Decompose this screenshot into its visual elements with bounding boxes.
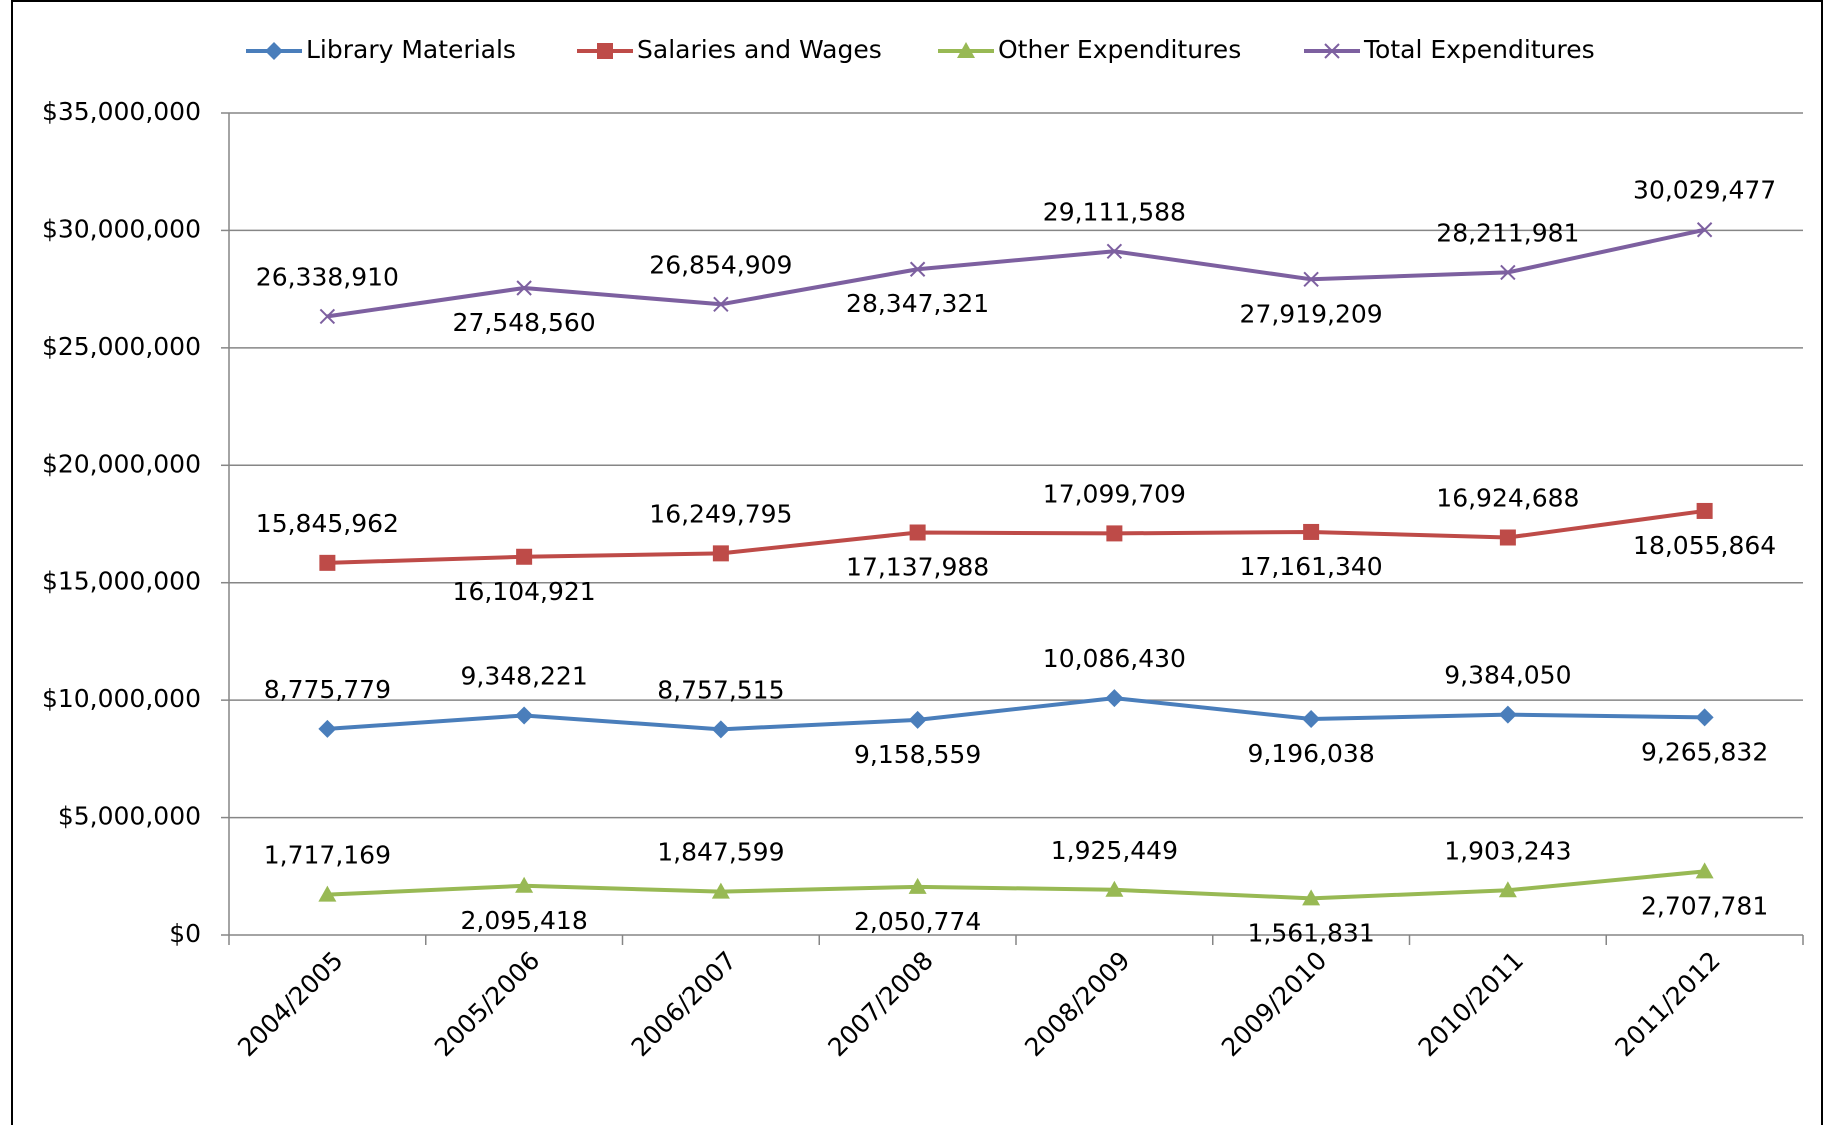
x-tick-label: 2007/2008 [822, 946, 938, 1062]
marker [909, 261, 926, 277]
data-label: 27,548,560 [453, 308, 596, 337]
data-label: 9,384,050 [1444, 661, 1571, 690]
data-label: 26,338,910 [256, 262, 399, 291]
data-label: 9,348,221 [461, 661, 588, 690]
data-label: 9,265,832 [1641, 737, 1768, 766]
data-label: 17,137,988 [846, 553, 989, 582]
marker [515, 876, 534, 893]
marker [1303, 271, 1319, 288]
data-label: 15,845,962 [256, 509, 399, 538]
marker [1696, 222, 1713, 238]
marker [319, 554, 336, 571]
marker [1500, 264, 1516, 281]
marker [1696, 502, 1713, 519]
y-tick-label: $30,000,000 [42, 214, 201, 243]
series-line [327, 696, 1705, 732]
data-label: 16,249,795 [649, 499, 792, 528]
data-label: 1,903,243 [1444, 836, 1571, 865]
marker [711, 720, 730, 739]
marker [1695, 862, 1714, 879]
chart-frame [11, 0, 1823, 1129]
data-label: 1,561,831 [1248, 918, 1375, 947]
data-label: 8,775,779 [264, 675, 391, 704]
x-tick-label: 2008/2009 [1019, 946, 1135, 1062]
data-label: 2,707,781 [1641, 891, 1768, 920]
marker [318, 885, 337, 902]
marker [908, 877, 927, 894]
marker [1302, 889, 1321, 906]
data-label: 18,055,864 [1633, 531, 1776, 560]
data-label: 16,104,921 [453, 577, 596, 606]
series-line [327, 508, 1705, 565]
marker [1498, 705, 1517, 724]
marker [1303, 523, 1320, 540]
data-label: 17,099,709 [1043, 479, 1186, 508]
x-tick-label: 2011/2012 [1609, 946, 1725, 1062]
legend-label: Library Materials [306, 35, 516, 64]
x-tick-label: 2009/2010 [1216, 946, 1332, 1062]
marker [265, 42, 283, 60]
data-label: 2,050,774 [854, 907, 981, 936]
marker [319, 308, 336, 325]
marker [1499, 529, 1516, 546]
data-label: 2,095,418 [461, 906, 588, 935]
series-line [327, 869, 1705, 901]
marker [909, 524, 926, 541]
marker [711, 882, 730, 899]
data-label: 9,196,038 [1248, 739, 1375, 768]
data-label: 28,211,981 [1436, 218, 1579, 247]
data-label: 1,847,599 [657, 838, 784, 867]
series-line [327, 227, 1706, 319]
data-label: 27,919,209 [1240, 299, 1383, 328]
marker [1105, 689, 1124, 708]
data-label: 30,029,477 [1633, 176, 1776, 205]
marker [713, 296, 729, 313]
marker [1105, 880, 1124, 897]
marker [1324, 43, 1340, 59]
x-tick-label: 2005/2006 [429, 946, 545, 1062]
marker [1106, 525, 1123, 542]
data-label: 16,924,688 [1436, 484, 1579, 513]
legend-label: Salaries and Wages [637, 35, 882, 64]
marker [1302, 710, 1321, 729]
marker [1498, 881, 1517, 898]
y-tick-label: $25,000,000 [42, 332, 201, 361]
data-label: 9,158,559 [854, 740, 981, 769]
marker [516, 548, 533, 565]
marker [1106, 243, 1123, 260]
y-tick-label: $15,000,000 [42, 567, 201, 596]
marker [908, 710, 927, 729]
marker [318, 719, 337, 738]
legend-label: Total Expenditures [1363, 35, 1595, 64]
marker [712, 545, 729, 562]
marker [1695, 708, 1714, 727]
data-label: 1,717,169 [264, 841, 391, 870]
data-label: 26,854,909 [649, 250, 792, 279]
marker [957, 42, 975, 58]
data-label: 10,086,430 [1043, 644, 1186, 673]
y-tick-label: $5,000,000 [58, 802, 201, 831]
y-tick-label: $0 [169, 919, 201, 948]
y-tick-label: $20,000,000 [42, 449, 201, 478]
x-tick-label: 2006/2007 [626, 946, 742, 1062]
marker [516, 280, 532, 296]
legend-label: Other Expenditures [998, 35, 1241, 64]
data-label: 17,161,340 [1240, 552, 1383, 581]
data-label: 8,757,515 [657, 675, 784, 704]
x-tick-label: 2010/2011 [1413, 946, 1529, 1062]
marker [515, 706, 534, 725]
y-tick-label: $10,000,000 [42, 684, 201, 713]
marker [597, 43, 613, 59]
data-label: 1,925,449 [1051, 836, 1178, 865]
y-tick-label: $35,000,000 [42, 97, 201, 126]
x-tick-label: 2004/2005 [232, 946, 348, 1062]
data-label: 28,347,321 [846, 289, 989, 318]
data-label: 29,111,588 [1043, 197, 1186, 226]
